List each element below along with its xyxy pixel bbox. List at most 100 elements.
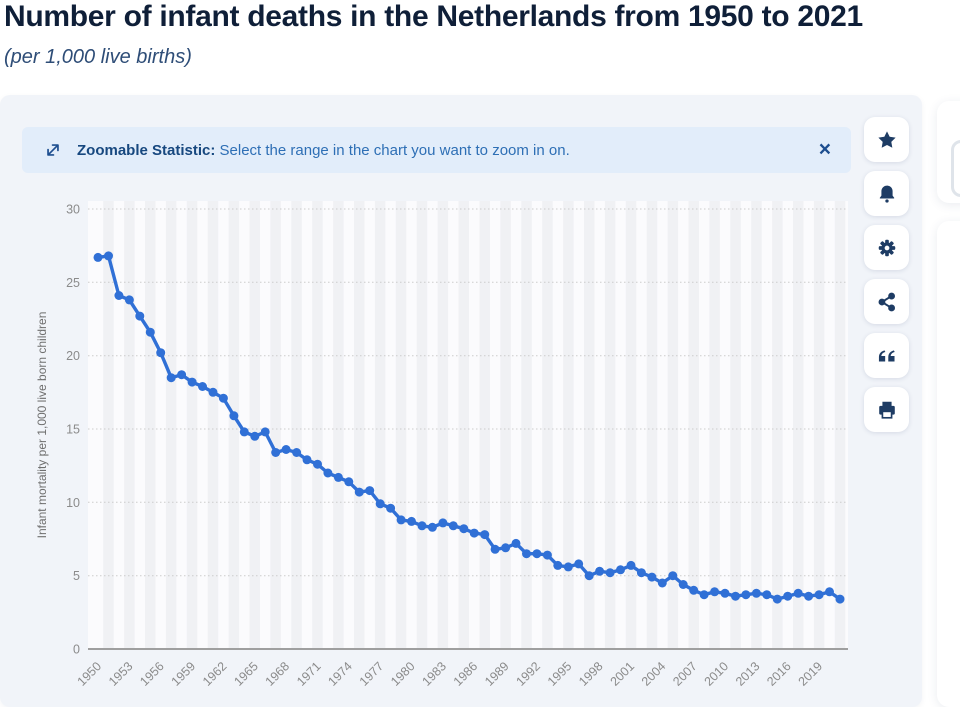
plot-band <box>249 201 260 649</box>
data-point-1972[interactable] <box>323 468 333 478</box>
data-point-2012[interactable] <box>741 590 751 600</box>
data-point-2014[interactable] <box>762 590 772 600</box>
banner-text: Zoomable Statistic: Select the range in … <box>77 142 570 159</box>
data-point-2006[interactable] <box>678 580 688 589</box>
data-point-1974[interactable] <box>344 477 354 487</box>
data-point-1953[interactable] <box>124 295 134 305</box>
data-point-1978[interactable] <box>386 503 396 513</box>
data-point-1952[interactable] <box>114 291 124 300</box>
data-point-1999[interactable] <box>605 568 615 578</box>
x-tick-label: 1998 <box>576 659 606 689</box>
data-point-1994[interactable] <box>553 560 563 570</box>
data-point-1960[interactable] <box>198 382 207 391</box>
data-point-1963[interactable] <box>229 411 239 421</box>
data-point-1959[interactable] <box>187 377 197 387</box>
data-point-1962[interactable] <box>218 393 228 403</box>
data-point-1964[interactable] <box>239 427 249 437</box>
data-point-2011[interactable] <box>731 591 740 601</box>
data-point-1969[interactable] <box>292 448 302 457</box>
data-point-1956[interactable] <box>156 348 166 358</box>
data-point-1984[interactable] <box>448 521 458 531</box>
data-point-2020[interactable] <box>825 587 834 597</box>
data-point-2017[interactable] <box>793 588 803 598</box>
data-point-1983[interactable] <box>438 518 448 528</box>
settings-button[interactable] <box>864 225 909 270</box>
favorite-button[interactable] <box>864 117 909 162</box>
data-point-1977[interactable] <box>375 499 385 509</box>
data-point-2016[interactable] <box>783 591 793 601</box>
data-point-1966[interactable] <box>260 427 270 437</box>
x-tick-label: 1980 <box>388 659 418 689</box>
data-point-2001[interactable] <box>626 560 636 570</box>
close-icon[interactable]: × <box>818 138 831 161</box>
page-subtitle: (per 1,000 live births) <box>4 46 192 68</box>
data-point-2009[interactable] <box>710 587 720 597</box>
data-point-1970[interactable] <box>302 455 312 465</box>
data-point-1996[interactable] <box>574 559 584 569</box>
data-point-1993[interactable] <box>542 550 552 560</box>
data-point-1998[interactable] <box>595 566 605 576</box>
data-point-2000[interactable] <box>616 565 625 575</box>
data-point-1979[interactable] <box>396 515 406 525</box>
data-point-2007[interactable] <box>689 585 699 595</box>
data-point-2008[interactable] <box>699 590 709 600</box>
cite-button[interactable] <box>864 333 909 378</box>
data-point-1982[interactable] <box>427 522 437 532</box>
plot-band <box>312 201 323 649</box>
plot-band <box>479 201 490 649</box>
data-point-1973[interactable] <box>333 472 343 482</box>
x-tick-label: 1977 <box>357 659 387 689</box>
data-point-1975[interactable] <box>354 487 364 497</box>
data-point-2013[interactable] <box>751 588 761 598</box>
side-panel-bottom[interactable] <box>937 221 960 707</box>
data-point-1957[interactable] <box>166 373 176 383</box>
data-point-1950[interactable] <box>93 252 103 262</box>
data-point-1976[interactable] <box>365 486 375 496</box>
data-point-1997[interactable] <box>584 571 594 581</box>
data-point-1968[interactable] <box>281 445 291 454</box>
data-point-2002[interactable] <box>636 568 646 578</box>
share-button[interactable] <box>864 279 909 324</box>
data-point-1987[interactable] <box>480 530 490 540</box>
data-point-1981[interactable] <box>417 521 427 531</box>
data-point-1989[interactable] <box>501 543 511 553</box>
data-point-2010[interactable] <box>720 588 730 598</box>
data-point-2021[interactable] <box>835 594 845 604</box>
data-point-1951[interactable] <box>104 251 113 261</box>
data-point-2019[interactable] <box>814 590 824 600</box>
plot-band <box>145 201 156 649</box>
data-point-1991[interactable] <box>522 549 531 559</box>
data-point-1995[interactable] <box>563 562 573 572</box>
data-points <box>93 251 845 604</box>
print-button[interactable] <box>864 387 909 432</box>
plot-band <box>793 201 804 649</box>
data-point-1985[interactable] <box>459 524 469 534</box>
data-point-1980[interactable] <box>407 516 416 526</box>
x-tick-label: 1950 <box>75 659 105 689</box>
y-tick-label: 25 <box>66 276 80 290</box>
x-tick-label: 1965 <box>231 659 261 689</box>
y-tick-labels: 0 5 10 15 20 25 30 <box>66 203 80 657</box>
data-point-1971[interactable] <box>313 459 322 469</box>
data-point-2015[interactable] <box>772 594 782 604</box>
data-point-2003[interactable] <box>647 572 657 582</box>
data-point-2018[interactable] <box>804 591 814 601</box>
data-point-1955[interactable] <box>145 327 155 337</box>
x-tick-label: 1953 <box>106 659 136 689</box>
data-point-1990[interactable] <box>511 538 521 548</box>
data-point-1954[interactable] <box>135 311 145 321</box>
data-point-1967[interactable] <box>271 448 281 457</box>
data-point-1965[interactable] <box>250 431 260 441</box>
x-tick-label: 1992 <box>513 659 543 689</box>
data-point-2005[interactable] <box>668 571 678 581</box>
data-point-1992[interactable] <box>532 549 542 559</box>
data-point-2004[interactable] <box>657 578 667 588</box>
alert-button[interactable] <box>864 171 909 216</box>
data-point-1961[interactable] <box>208 387 218 397</box>
x-tick-label: 2016 <box>764 659 794 689</box>
data-point-1986[interactable] <box>469 528 479 538</box>
data-point-1958[interactable] <box>177 370 187 380</box>
plot-band <box>542 201 553 649</box>
data-point-1988[interactable] <box>490 544 500 554</box>
